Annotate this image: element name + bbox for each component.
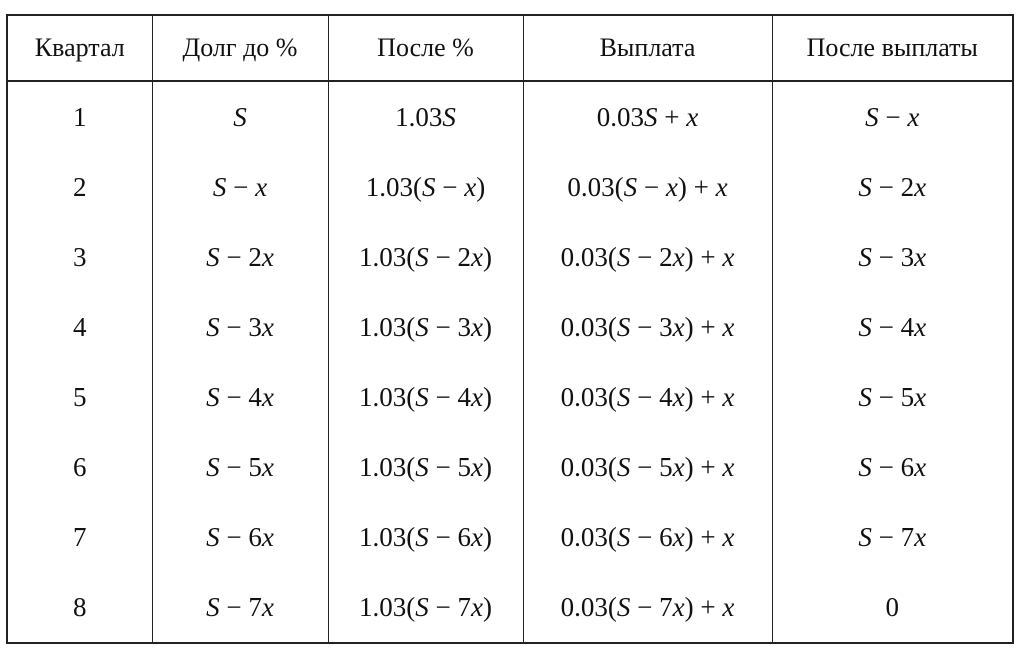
formula-cell: S xyxy=(151,81,329,152)
formula-cell: S − 6x xyxy=(771,432,1014,502)
formula-cell: S − 4x xyxy=(771,292,1014,362)
header-cell: Квартал xyxy=(6,15,153,82)
formula-cell: 1.03(S − 7x) xyxy=(327,572,524,643)
formula-cell: 0.03(S − 3x) + x xyxy=(522,292,773,362)
formula-cell: 1.03(S − 6x) xyxy=(327,502,524,572)
formula-cell: S − 2x xyxy=(771,152,1014,222)
header-cell: После выплаты xyxy=(771,15,1014,82)
formula-cell: S − x xyxy=(151,152,329,222)
quarter-cell: 7 xyxy=(6,502,153,572)
formula-cell: 0 xyxy=(771,572,1014,643)
formula-cell: 0.03(S − 6x) + x xyxy=(522,502,773,572)
quarter-cell: 5 xyxy=(6,362,153,432)
data-table: Квартал Долг до % После % Выплата После выпл… xyxy=(6,14,1014,644)
formula-cell: S − 6x xyxy=(151,502,329,572)
formula-cell: S − 7x xyxy=(771,502,1014,572)
formula-cell: S − 5x xyxy=(151,432,329,502)
formula-cell: S − 3x xyxy=(771,222,1014,292)
formula-cell: 0.03(S − 4x) + x xyxy=(522,362,773,432)
header-row: Квартал Долг до % После % Выплата После выпл… xyxy=(6,15,1014,82)
quarter-cell: 4 xyxy=(6,292,153,362)
formula-cell: 1.03(S − 3x) xyxy=(327,292,524,362)
header-cell: Долг до % xyxy=(151,15,329,82)
formula-cell: S − 5x xyxy=(771,362,1014,432)
formula-cell: S − x xyxy=(771,81,1014,152)
formula-cell: 0.03(S − 7x) + x xyxy=(522,572,773,643)
formula-cell: 1.03(S − x) xyxy=(327,152,524,222)
quarter-cell: 2 xyxy=(6,152,153,222)
formula-cell: 0.03S + x xyxy=(522,81,773,152)
formula-cell: 0.03(S − 5x) + x xyxy=(522,432,773,502)
formula-cell: S − 7x xyxy=(151,572,329,643)
formula-cell: 0.03(S − 2x) + x xyxy=(522,222,773,292)
quarter-cell: 8 xyxy=(6,572,153,643)
formula-cell: 0.03(S − x) + x xyxy=(522,152,773,222)
header-cell: После % xyxy=(327,15,524,82)
quarter-cell: 1 xyxy=(6,81,153,152)
formula-cell: 1.03(S − 4x) xyxy=(327,362,524,432)
header-cell: Выплата xyxy=(522,15,773,82)
formula-cell: S − 3x xyxy=(151,292,329,362)
quarter-cell: 6 xyxy=(6,432,153,502)
quarter-cell: 3 xyxy=(6,222,153,292)
formula-cell: 1.03(S − 5x) xyxy=(327,432,524,502)
formula-cell: 1.03(S − 2x) xyxy=(327,222,524,292)
formula-cell: S − 4x xyxy=(151,362,329,432)
formula-cell: S − 2x xyxy=(151,222,329,292)
formula-cell: 1.03S xyxy=(327,81,524,152)
